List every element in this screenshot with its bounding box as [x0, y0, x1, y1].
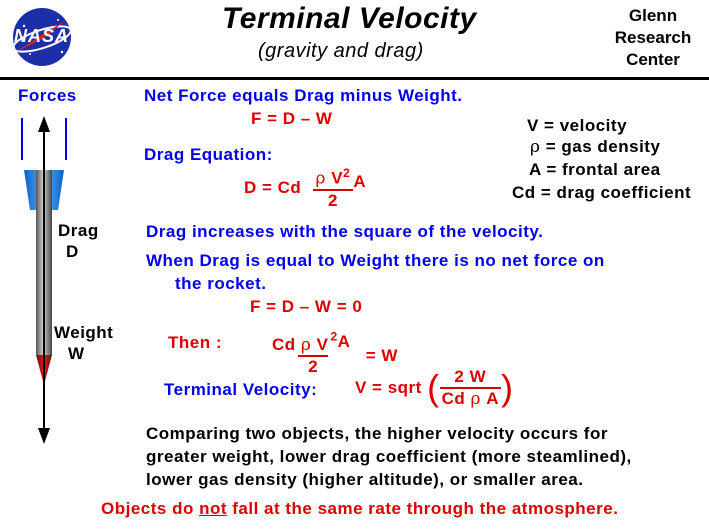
net-force-statement: Net Force equals Drag minus Weight. — [144, 86, 463, 105]
terminal-velocity-equation: V = sqrt ( 2 W Cd ρ A ) — [355, 367, 514, 409]
terminal-velocity-label: Terminal Velocity: — [164, 380, 318, 399]
then-equation-numerator: Cd ρ V — [270, 335, 330, 355]
zero-equation: F = D – W = 0 — [250, 297, 363, 316]
conclusion-emphasis: not — [199, 499, 228, 518]
conclusion-before: Objects do — [101, 499, 200, 518]
then-equation-exponent: 2 — [330, 329, 338, 343]
open-paren: ( — [427, 367, 440, 408]
weight-symbol: W — [68, 344, 85, 363]
drag-equation: D = Cd ρ V2 2 A — [244, 166, 366, 211]
drag-equation-fraction: ρ V2 2 — [312, 166, 354, 211]
then-equation-rho: ρ — [300, 335, 312, 356]
terminal-velocity-numerator: 2 W — [454, 367, 487, 386]
center-name-line2: Research — [614, 28, 692, 47]
legend-density-text: = gas density — [540, 137, 661, 156]
conclusion: Objects do not fall at the same rate thr… — [101, 499, 618, 519]
legend-rho-symbol: ρ — [530, 137, 541, 157]
legend-velocity: V = velocity — [527, 116, 628, 135]
then-equation-denominator: 2 — [298, 355, 329, 377]
then-label: Then : — [168, 333, 222, 352]
comparison-line2: greater weight, lower drag coefficient (… — [146, 447, 632, 466]
drag-equation-denominator: 2 — [312, 188, 354, 211]
weight-arrow-head — [38, 428, 50, 444]
drag-equation-numerator: ρ V2 — [313, 166, 354, 189]
rocket-fins — [24, 170, 64, 210]
nasa-logo: NASA — [6, 6, 78, 68]
legend-density: ρ = gas density — [530, 137, 660, 157]
drag-equation-a: A — [353, 171, 367, 191]
conclusion-after: fall at the same rate through the atmosp… — [227, 499, 619, 518]
center-name: Glenn Research Center — [600, 5, 706, 71]
legend-drag-coefficient: Cd = drag coefficient — [512, 183, 692, 202]
drag-equation-exponent: 2 — [343, 166, 351, 180]
terminal-velocity-lhs: V = sqrt — [355, 378, 422, 397]
then-equation-cd: Cd — [272, 335, 296, 355]
rocket-diagram — [21, 116, 67, 444]
drag-label: Drag — [58, 221, 99, 240]
center-name-line1: Glenn — [628, 6, 678, 25]
then-equation-rhs: = W — [365, 345, 398, 365]
drag-arrow-head — [38, 116, 50, 132]
net-force-equation: F = D – W — [251, 109, 333, 128]
comparison-line3: lower gas density (higher altitude), or … — [146, 470, 584, 489]
terminal-velocity-fraction: 2 W Cd ρ A — [439, 367, 501, 409]
nasa-logo-text: NASA — [14, 26, 70, 46]
terminal-denom-a: A — [486, 389, 499, 408]
terminal-velocity-denominator: Cd ρ A — [439, 387, 501, 409]
terminal-denom-rho: ρ — [470, 389, 481, 409]
page-title: Terminal Velocity — [222, 2, 477, 35]
then-equation-fraction: Cd ρ V 2 — [270, 335, 330, 377]
square-statement: Drag increases with the square of the ve… — [146, 222, 544, 241]
forces-label: Forces — [18, 86, 77, 105]
legend-area: A = frontal area — [529, 160, 661, 179]
drag-equation-rho: ρ — [315, 168, 327, 189]
drag-equation-label: Drag Equation: — [144, 145, 273, 164]
then-equation-v: V — [316, 335, 329, 355]
drag-equation-v: V — [331, 168, 344, 188]
terminal-denom-cd: Cd — [441, 389, 466, 408]
equal-statement-line2: the rocket. — [175, 274, 267, 293]
drag-equation-lhs: D = Cd — [244, 177, 302, 197]
then-equation: Cd ρ V 2 2A = W — [270, 329, 398, 377]
drag-symbol: D — [66, 242, 79, 261]
close-paren: ) — [501, 367, 514, 408]
page-subtitle: (gravity and drag) — [258, 40, 424, 62]
center-name-line3: Center — [626, 50, 680, 69]
then-equation-a: A — [337, 331, 351, 351]
equal-statement-line1: When Drag is equal to Weight there is no… — [146, 251, 605, 270]
weight-label: Weight — [54, 323, 114, 342]
comparison-line1: Comparing two objects, the higher veloci… — [146, 424, 608, 443]
header-divider — [0, 77, 709, 80]
